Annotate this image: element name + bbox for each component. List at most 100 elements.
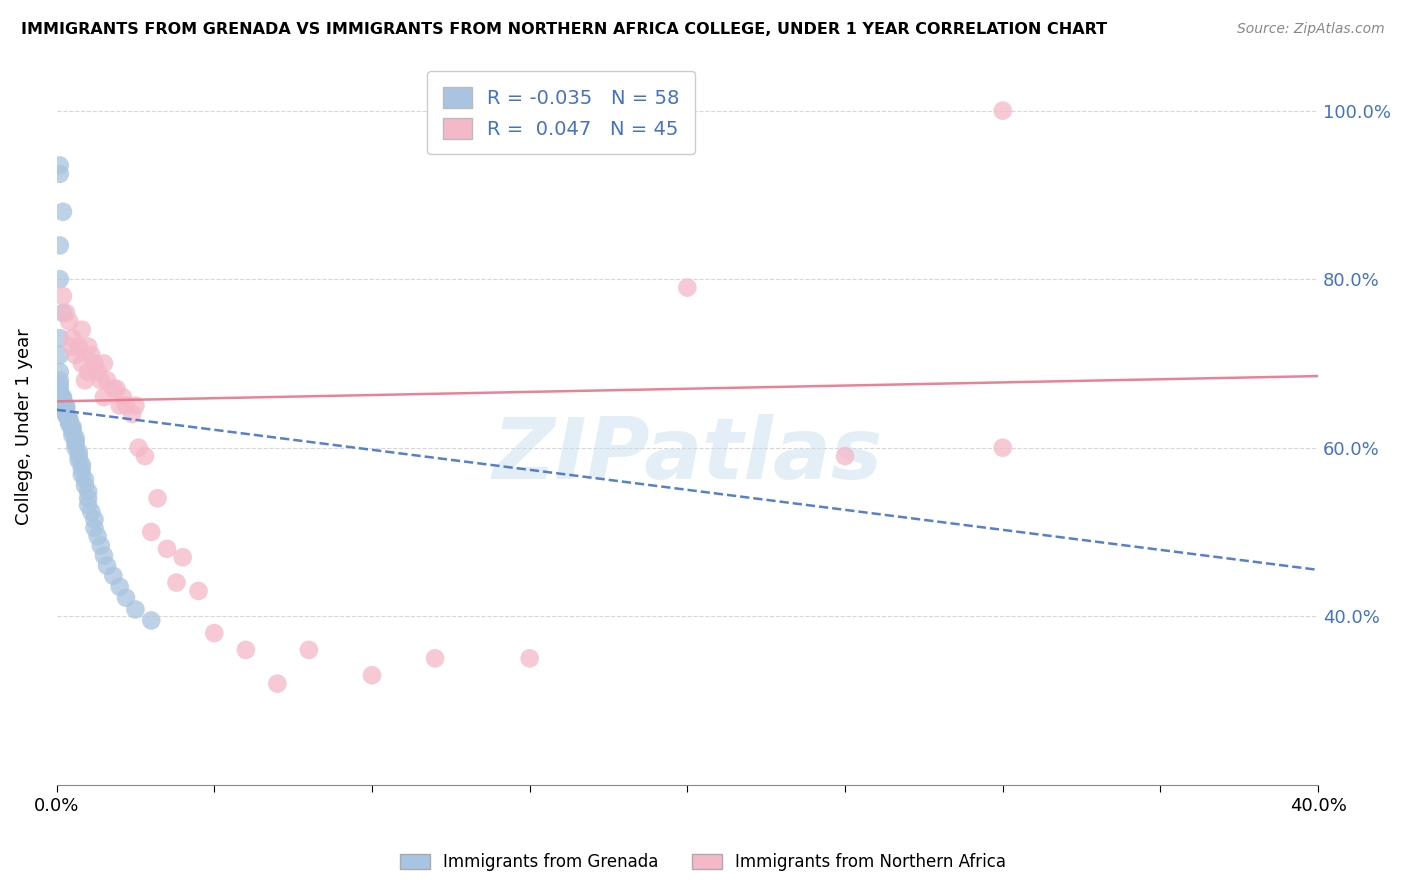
Point (58, 416, 80, 430)
Point (96, 558, 118, 573)
Point (141, 614, 163, 628)
Point (49, 377, 72, 392)
Point (111, 390, 134, 404)
Point (49, 373, 72, 387)
Point (73, 473, 96, 487)
Point (65, 431, 87, 445)
Point (60, 422, 83, 436)
Point (266, 676, 288, 690)
Point (73, 478, 96, 492)
Point (55, 306, 77, 320)
Point (58, 314, 80, 328)
Point (93, 356, 115, 370)
Point (49, 382, 72, 396)
Point (49, 331, 72, 345)
Point (115, 591, 138, 605)
Point (49, 348, 72, 362)
Point (187, 583, 209, 598)
Point (49, 365, 72, 379)
Point (676, 280, 699, 294)
Point (52, 392, 75, 406)
Point (105, 382, 128, 396)
Point (65, 436, 87, 450)
Text: Source: ZipAtlas.com: Source: ZipAtlas.com (1237, 22, 1385, 37)
Point (93, 390, 115, 404)
Point (58, 417, 80, 431)
Point (52, 289, 75, 303)
Point (141, 524, 163, 539)
Text: IMMIGRANTS FROM GRENADA VS IMMIGRANTS FROM NORTHERN AFRICA COLLEGE, UNDER 1 YEAR: IMMIGRANTS FROM GRENADA VS IMMIGRANTS FR… (21, 22, 1107, 37)
Text: ZIPatlas: ZIPatlas (492, 414, 883, 497)
Point (55, 409, 77, 423)
Point (93, 549, 115, 563)
Point (60, 340, 83, 354)
Point (108, 580, 131, 594)
Point (86, 529, 108, 543)
Point (49, 238, 72, 252)
Point (60, 419, 83, 434)
Point (298, 643, 321, 657)
Point (60, 424, 83, 438)
Point (67, 445, 90, 459)
Point (83, 512, 105, 526)
Point (70, 467, 93, 482)
Point (128, 441, 150, 455)
Point (108, 399, 131, 413)
Point (67, 453, 90, 467)
Y-axis label: College, Under 1 year: College, Under 1 year (15, 328, 32, 525)
Point (80, 348, 103, 362)
Point (166, 575, 188, 590)
Point (52, 394, 75, 409)
Point (156, 541, 179, 556)
Point (103, 382, 125, 396)
Point (52, 396, 75, 410)
Point (49, 167, 72, 181)
Point (90, 538, 112, 552)
Legend: R = -0.035   N = 58, R =  0.047   N = 45: R = -0.035 N = 58, R = 0.047 N = 45 (427, 71, 696, 154)
Legend: Immigrants from Grenada, Immigrants from Northern Africa: Immigrants from Grenada, Immigrants from… (391, 845, 1015, 880)
Point (73, 373, 96, 387)
Point (172, 550, 194, 565)
Point (77, 365, 100, 379)
Point (55, 407, 77, 421)
Point (83, 356, 105, 370)
Point (90, 373, 112, 387)
Point (80, 505, 103, 519)
Point (49, 386, 72, 401)
Point (65, 434, 87, 448)
Point (96, 373, 118, 387)
Point (58, 411, 80, 425)
Point (134, 449, 156, 463)
Point (52, 204, 75, 219)
Point (49, 158, 72, 172)
Point (65, 348, 87, 362)
Point (70, 356, 93, 370)
Point (60, 428, 83, 442)
Point (52, 390, 75, 404)
Point (52, 306, 75, 320)
Point (70, 323, 93, 337)
Point (519, 651, 541, 665)
Point (65, 441, 87, 455)
Point (83, 521, 105, 535)
Point (121, 407, 143, 421)
Point (202, 626, 225, 640)
Point (146, 491, 169, 506)
Point (49, 272, 72, 286)
Point (55, 402, 77, 417)
Point (55, 401, 77, 415)
Point (67, 340, 90, 354)
Point (115, 399, 138, 413)
Point (834, 449, 856, 463)
Point (77, 484, 100, 499)
Point (55, 404, 77, 418)
Point (991, 441, 1014, 455)
Point (235, 643, 257, 657)
Point (77, 340, 100, 354)
Point (70, 462, 93, 476)
Point (423, 651, 446, 665)
Point (86, 365, 108, 379)
Point (124, 399, 146, 413)
Point (991, 103, 1014, 118)
Point (77, 498, 100, 512)
